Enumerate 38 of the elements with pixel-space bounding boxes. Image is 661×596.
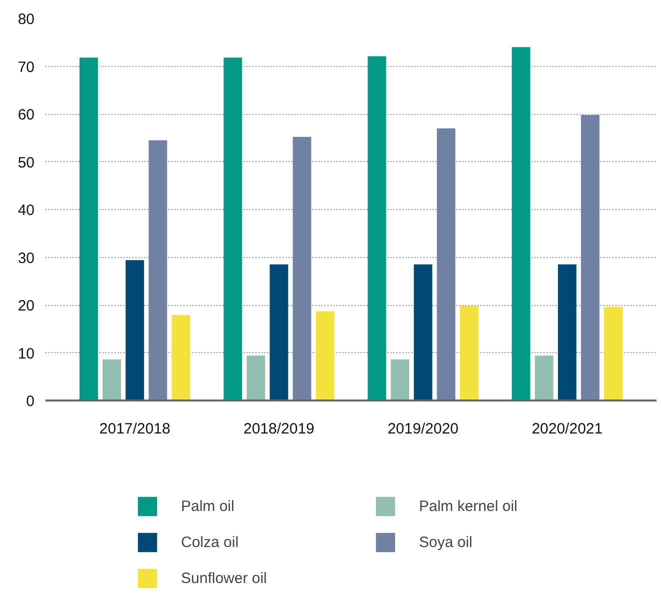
- legend-label: Sunflower oil: [181, 570, 268, 586]
- bar: [148, 140, 168, 400]
- x-tick-label: 2018/2019: [243, 420, 314, 438]
- bar: [126, 260, 144, 400]
- bar: [80, 58, 98, 400]
- bar: [390, 359, 410, 400]
- bar: [414, 264, 432, 400]
- bar: [460, 306, 478, 400]
- y-tick-label: 60: [18, 106, 35, 124]
- bar: [558, 264, 576, 400]
- bar: [102, 359, 122, 400]
- bar: [316, 311, 334, 400]
- bar: [436, 128, 456, 400]
- x-tick-label: 2017/2018: [99, 420, 170, 438]
- y-tick-label: 20: [18, 298, 35, 314]
- bar: [512, 47, 530, 400]
- bar: [580, 114, 600, 400]
- legend-label: Soya oil: [419, 534, 474, 550]
- bar: [246, 356, 266, 400]
- y-tick-label: 30: [18, 250, 35, 267]
- y-tick-label: 70: [18, 58, 35, 76]
- legend-label: Palm kernel oil: [419, 498, 518, 514]
- bar: [292, 136, 312, 400]
- y-tick-label: 50: [18, 154, 35, 172]
- bar: [224, 58, 242, 400]
- legend-label: Palm oil: [181, 498, 236, 514]
- y-tick-label: 80: [18, 11, 35, 28]
- legend-label: Colza oil: [181, 534, 240, 550]
- x-tick-label: 2020/2021: [532, 420, 603, 438]
- bar: [534, 356, 554, 400]
- y-tick-label: 0: [26, 393, 34, 410]
- bar: [368, 56, 386, 400]
- bar: [172, 315, 190, 400]
- bar: [604, 306, 622, 400]
- bar: [270, 264, 288, 400]
- y-tick-label: 40: [18, 202, 35, 219]
- y-tick-label: 10: [18, 345, 35, 362]
- x-tick-label: 2019/2020: [388, 420, 459, 438]
